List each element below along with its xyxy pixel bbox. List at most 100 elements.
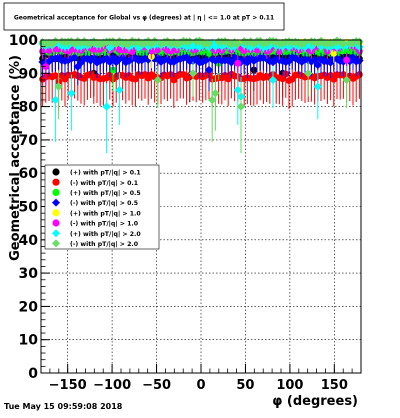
y-tick-label: 100 xyxy=(9,33,38,49)
legend-marker xyxy=(52,198,60,207)
y-tick-label: 70 xyxy=(19,133,39,149)
legend-label: (-) with pT/|q| > 0.1 xyxy=(70,180,138,188)
data-point xyxy=(300,37,310,47)
data-point xyxy=(99,55,108,65)
data-point xyxy=(204,65,214,75)
x-tick-label: −50 xyxy=(142,378,171,393)
legend-entry: (+) with pT/|q| > 1.0 xyxy=(52,209,141,218)
data-point xyxy=(112,57,121,67)
data-point xyxy=(204,39,214,48)
data-point xyxy=(42,63,50,71)
data-point xyxy=(45,47,53,54)
legend-entry: (-) with pT/|q| > 0.1 xyxy=(52,178,138,188)
y-tick-label: 90 xyxy=(19,66,39,82)
legend-entry: (+) with pT/|q| > 2.0 xyxy=(52,229,141,239)
x-tick-label: −100 xyxy=(93,378,131,393)
data-point xyxy=(330,49,338,57)
legend-label: (+) with pT/|q| > 0.5 xyxy=(70,190,141,198)
y-tick-label: 50 xyxy=(19,200,39,216)
data-point xyxy=(332,54,342,64)
x-tick-label: 50 xyxy=(236,378,254,393)
data-point xyxy=(297,57,306,66)
data-point xyxy=(211,56,220,65)
data-point xyxy=(304,69,313,78)
legend-marker xyxy=(52,168,60,176)
data-point xyxy=(339,39,348,48)
legend-label: (+) with pT/|q| > 2.0 xyxy=(70,231,141,239)
data-point xyxy=(112,39,121,48)
legend-label: (-) with pT/|q| > 1.0 xyxy=(70,221,139,229)
data-point xyxy=(124,56,134,66)
data-point xyxy=(124,39,134,48)
legend-marker xyxy=(52,229,60,238)
x-tick-label: 0 xyxy=(196,378,205,393)
data-point xyxy=(313,82,322,91)
y-tick-label: 0 xyxy=(28,366,38,382)
data-point xyxy=(115,37,124,46)
y-axis-title: Geometrical acceptance (%) xyxy=(8,55,23,261)
data-point xyxy=(233,39,242,49)
data-point xyxy=(54,53,63,62)
data-point xyxy=(52,72,59,80)
title-frame xyxy=(3,2,285,31)
legend-label: (-) with pT/|q| > 2.0 xyxy=(70,241,139,249)
data-point xyxy=(195,42,204,52)
data-point xyxy=(156,39,166,49)
x-axis-title: φ (degrees) xyxy=(272,394,358,409)
data-point xyxy=(92,58,102,67)
data-point xyxy=(316,42,326,51)
data-point xyxy=(115,85,124,95)
data-point xyxy=(64,56,73,65)
data-point xyxy=(70,53,79,62)
data-point xyxy=(220,37,230,46)
legend-entry: (-) with pT/|q| > 2.0 xyxy=(52,239,139,249)
legend: (+) with pT/|q| > 0.1 (-) with pT/|q| > 0… xyxy=(44,164,160,250)
data-point xyxy=(332,42,342,52)
data-point xyxy=(188,69,198,78)
data-point xyxy=(234,59,242,67)
y-tick-label: 30 xyxy=(19,266,39,282)
data-point xyxy=(108,37,118,46)
legend-label: (+) with pT/|q| > 1.0 xyxy=(70,210,141,218)
data-point xyxy=(343,56,350,64)
y-tick-label: 40 xyxy=(19,233,39,249)
y-tick-label: 80 xyxy=(19,100,39,116)
legend-label: (+) with pT/|q| > 0.1 xyxy=(70,170,141,178)
y-tick-label: 60 xyxy=(19,166,39,182)
data-point xyxy=(153,75,162,85)
data-point xyxy=(150,36,159,46)
data-point xyxy=(313,60,322,70)
legend-entry: (-) with pT/|q| > 0.5 xyxy=(52,198,138,208)
data-point xyxy=(105,43,114,52)
data-point xyxy=(70,39,79,48)
data-point xyxy=(211,89,220,98)
data-point xyxy=(236,102,246,111)
data-point xyxy=(51,37,60,46)
data-point xyxy=(86,56,95,65)
chart-title: Geometrical acceptance for Global vs φ (… xyxy=(14,15,274,22)
data-point xyxy=(227,39,236,49)
data-point xyxy=(188,56,198,66)
data-point xyxy=(276,48,283,55)
data-point xyxy=(307,57,316,66)
data-layer xyxy=(38,36,364,154)
legend-entry: (-) with pT/|q| > 1.0 xyxy=(52,219,139,229)
legend-label: (-) with pT/|q| > 0.5 xyxy=(70,200,138,208)
data-point xyxy=(86,39,95,48)
data-point xyxy=(188,41,198,51)
data-point xyxy=(131,54,140,63)
legend-marker xyxy=(52,188,60,196)
data-point xyxy=(140,38,150,47)
data-point xyxy=(73,36,82,46)
data-point xyxy=(140,54,150,63)
series-3 xyxy=(38,51,364,91)
data-point xyxy=(102,54,111,63)
legend-marker xyxy=(52,219,60,227)
data-point xyxy=(313,38,322,48)
data-point xyxy=(284,56,294,66)
data-point xyxy=(172,39,182,49)
data-point xyxy=(51,95,60,105)
timestamp: Tue May 15 09:59:08 2018 xyxy=(4,402,123,411)
